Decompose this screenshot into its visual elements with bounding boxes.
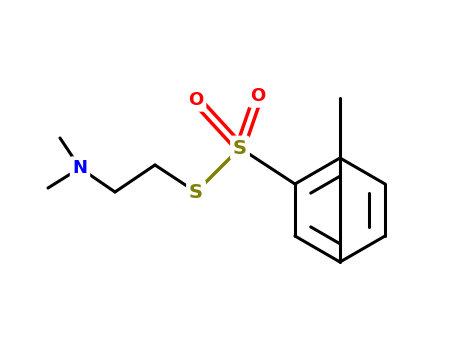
Text: S: S bbox=[233, 139, 247, 158]
Text: O: O bbox=[250, 87, 266, 105]
Text: N: N bbox=[72, 159, 87, 177]
Text: S: S bbox=[189, 182, 203, 202]
Text: O: O bbox=[188, 91, 204, 109]
